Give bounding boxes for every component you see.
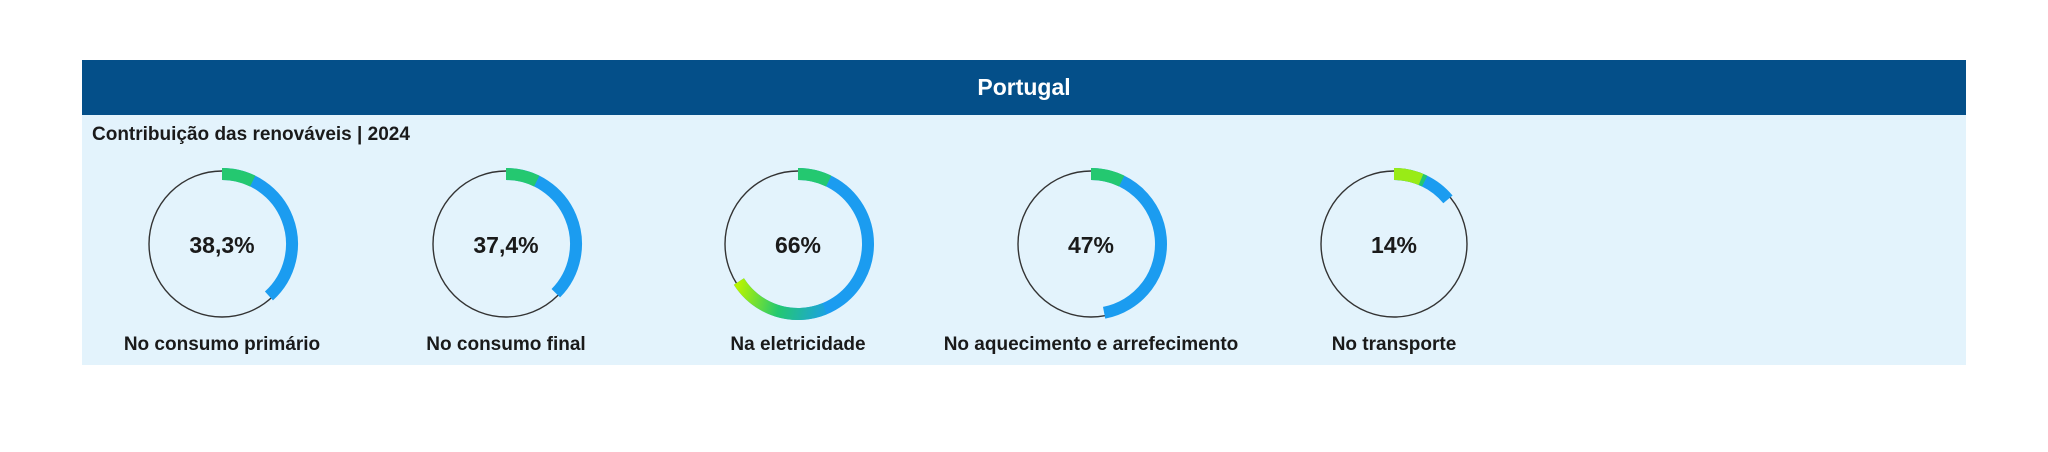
gauge-2: 37,4% No consumo final <box>356 162 656 362</box>
gauges-container: 38,3% No consumo primário 37,4% No consumo … <box>82 60 1966 365</box>
gauge-category-label: No consumo primário <box>123 334 321 355</box>
gauge-3: 66% Na eletricidade <box>648 162 948 362</box>
gauge-arc-start-cap <box>221 168 256 187</box>
gauge-ring-svg <box>724 168 874 320</box>
gauge-ring-svg <box>148 168 298 318</box>
gauge-category-label: Na eletricidade <box>730 334 866 355</box>
gauge-value-label: 37,4% <box>473 232 539 258</box>
country-header: Portugal <box>82 60 1966 115</box>
gauge-4: 47% No aquecimento e arrefecimento <box>941 162 1241 362</box>
gauge-arc-start-cap <box>505 168 540 187</box>
gauge-category-label: No consumo final <box>426 334 586 355</box>
country-title: Portugal <box>977 74 1071 100</box>
gauge-1: 38,3% No consumo primário <box>72 162 372 362</box>
gauge-arc-gradient-tail <box>733 278 827 320</box>
gauge-arc-start-cap <box>797 168 832 187</box>
gauge-ring-svg <box>1320 168 1468 318</box>
gauge-value-label: 47% <box>1067 232 1115 258</box>
gauge-arc-start-cap <box>1090 168 1125 187</box>
gauge-value-label: 38,3% <box>189 232 255 258</box>
gauge-category-label: No transporte <box>1331 334 1457 355</box>
renewables-panel: Portugal Contribuição das renováveis | 2… <box>82 60 1966 365</box>
gauge-value-label: 66% <box>774 232 822 258</box>
gauge-ring-svg <box>432 168 583 318</box>
gauge-ring-svg <box>1017 168 1167 319</box>
gauge-arc-gradient-tail <box>1393 168 1424 186</box>
gauge-5: 14% No transporte <box>1244 162 1544 362</box>
gauge-category-label: No aquecimento e arrefecimento <box>943 334 1239 355</box>
chart-title: Contribuição das renováveis | 2024 <box>92 124 410 145</box>
gauge-value-label: 14% <box>1370 232 1418 258</box>
